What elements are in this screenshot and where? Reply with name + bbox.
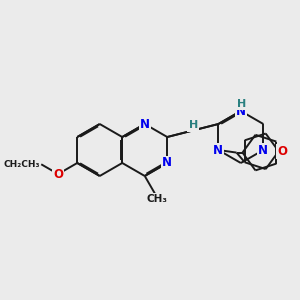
Text: N: N (258, 143, 268, 157)
Text: N: N (213, 143, 223, 157)
Text: O: O (277, 145, 287, 158)
Text: H: H (237, 99, 246, 109)
Text: N: N (162, 157, 172, 169)
Text: O: O (53, 167, 63, 181)
Text: H: H (189, 120, 198, 130)
Text: N: N (236, 104, 246, 118)
Text: CH₃: CH₃ (146, 194, 167, 204)
Text: N: N (140, 118, 150, 130)
Text: H: H (188, 121, 197, 131)
Text: CH₂CH₃: CH₂CH₃ (3, 160, 40, 169)
Text: O: O (53, 167, 63, 181)
Text: H: H (188, 121, 197, 131)
